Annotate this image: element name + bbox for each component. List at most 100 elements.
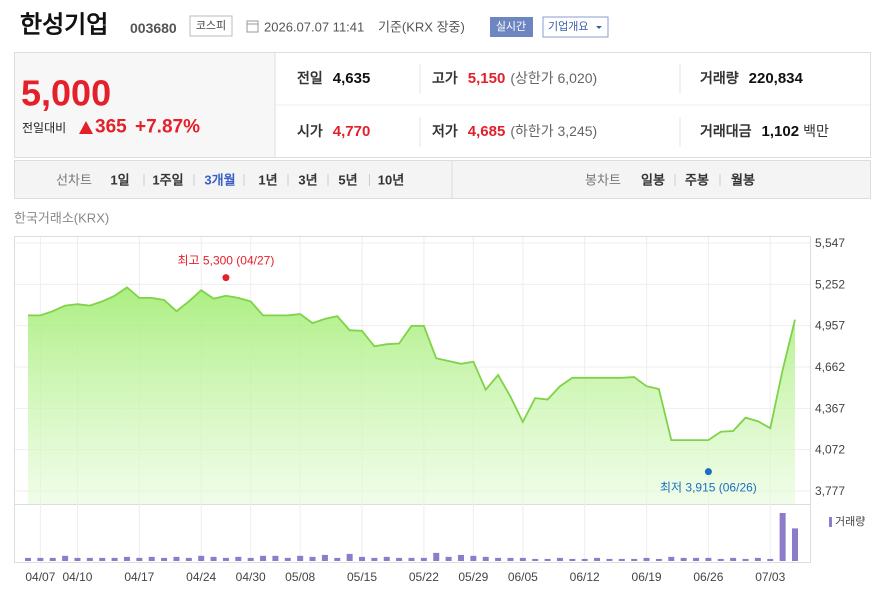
volume-bar — [309, 556, 316, 561]
price-panel — [15, 53, 275, 157]
candle-tab[interactable]: 주봉 — [685, 173, 709, 188]
up-triangle — [79, 121, 93, 134]
extreme-dot — [704, 468, 712, 476]
volume-bar — [86, 557, 93, 561]
extreme-label: 최고 5,300 (04/27) — [178, 254, 275, 268]
candle-tab[interactable]: 일봉 — [641, 173, 665, 188]
x-tick-label: 06/26 — [693, 570, 723, 584]
x-tick-label: 05/29 — [458, 570, 488, 584]
volume-bar — [668, 556, 675, 561]
volume-bar — [210, 556, 217, 561]
period-tab[interactable]: 5년 — [338, 173, 357, 188]
x-tick-label: 05/08 — [285, 570, 315, 584]
volume-bar — [445, 556, 452, 561]
source: 한국거래소(KRX) — [14, 211, 109, 226]
tab-label: 봉차트 — [585, 173, 621, 188]
volume-bar — [383, 556, 390, 561]
volume-bar — [717, 558, 724, 561]
period-tab[interactable]: 3개월 — [204, 173, 235, 188]
volume-bar — [408, 557, 415, 561]
y-tick-label: 4,072 — [815, 443, 845, 457]
y-tick-label: 4,367 — [815, 401, 845, 415]
stat-value: 5,150 — [468, 70, 506, 87]
y-tick-label: 4,957 — [815, 319, 845, 333]
x-tick-label: 06/19 — [632, 570, 662, 584]
overview-button[interactable] — [542, 16, 609, 38]
period-tab[interactable]: 1일 — [110, 173, 129, 188]
volume-bar — [37, 557, 44, 561]
legend-swatch — [829, 517, 832, 527]
volume-bar — [792, 528, 798, 561]
period-tab[interactable]: 1년 — [258, 173, 277, 188]
volume-bar — [371, 557, 378, 561]
volume-bar — [396, 557, 403, 561]
volume-bar — [680, 557, 687, 561]
candle-tab[interactable]: 월봉 — [731, 173, 755, 188]
volume-bar — [247, 557, 254, 561]
change-rate: +7.87% — [135, 117, 200, 138]
period-tab[interactable]: 1주일 — [152, 173, 183, 188]
volume-bar — [705, 557, 712, 561]
market: 코스피 — [196, 19, 226, 32]
volume-bar — [767, 558, 774, 561]
period-tab[interactable]: 3년 — [298, 173, 317, 188]
x-tick-label: 06/12 — [570, 570, 600, 584]
market-box — [189, 15, 233, 37]
volume-bar — [49, 557, 56, 561]
dropdown-arrow — [596, 26, 602, 29]
volume-bar — [359, 556, 366, 561]
x-tick-label: 04/07 — [25, 570, 55, 584]
volume-bar — [655, 558, 662, 561]
volume-bar — [606, 558, 613, 561]
stat: 고가 5,150 (상한가 6,020) — [432, 70, 597, 87]
volume-bar — [433, 552, 440, 561]
stock-code: 003680 — [130, 20, 177, 36]
volume-bar — [643, 557, 650, 561]
volume-bar — [507, 557, 514, 561]
overview[interactable]: 기업개요 — [548, 20, 588, 33]
stat-extra: (하한가 3,245) — [510, 123, 597, 139]
volume-bar — [198, 555, 205, 561]
stat-label: 저가 — [432, 123, 458, 139]
price-area — [28, 287, 795, 504]
legend-label: 거래량 — [835, 515, 865, 528]
volume-bar — [779, 513, 786, 561]
y-tick-label: 4,662 — [815, 360, 845, 374]
extreme-dot — [222, 274, 230, 282]
realtime[interactable]: 실시간 — [496, 20, 526, 33]
y-tick-label: 3,777 — [815, 484, 845, 498]
x-tick-label: 05/15 — [347, 570, 377, 584]
volume-bar — [420, 557, 427, 561]
volume-bar — [235, 556, 242, 561]
stat-label: 거래량 — [700, 70, 739, 86]
volume-bar — [457, 554, 464, 561]
x-tick-label: 06/05 — [508, 570, 538, 584]
volume-bar — [284, 557, 291, 561]
y-tick-label: 5,252 — [815, 277, 845, 291]
period-tab[interactable]: 10년 — [378, 173, 404, 188]
price: 5,000 — [21, 73, 111, 114]
stat-value: 4,635 — [333, 70, 371, 87]
tab-label: 선차트 — [56, 173, 92, 188]
volume-bar — [519, 557, 526, 561]
stat: 거래대금 1,102 백만 — [700, 123, 829, 140]
volume-bar — [754, 557, 761, 561]
realtime-badge[interactable] — [490, 17, 533, 37]
volume-bar — [161, 557, 168, 561]
stat-value: 4,685 — [468, 123, 506, 140]
volume-bar — [482, 556, 489, 561]
datetime: 2026.07.07 11:41 — [264, 20, 364, 35]
volume-bar — [334, 557, 341, 561]
x-tick-label: 07/03 — [755, 570, 785, 584]
calendar-icon — [246, 20, 259, 33]
x-tick-label: 04/17 — [124, 570, 154, 584]
change-label: 전일대비 — [22, 121, 66, 135]
y-tick-label: 5,547 — [815, 236, 845, 250]
stat-label: 거래대금 — [700, 123, 752, 139]
stat-extra: (상한가 6,020) — [510, 70, 597, 86]
stat: 시가 4,770 — [297, 123, 370, 140]
volume-bar — [556, 557, 563, 561]
extreme-label: 최저 3,915 (06/26) — [660, 481, 757, 495]
